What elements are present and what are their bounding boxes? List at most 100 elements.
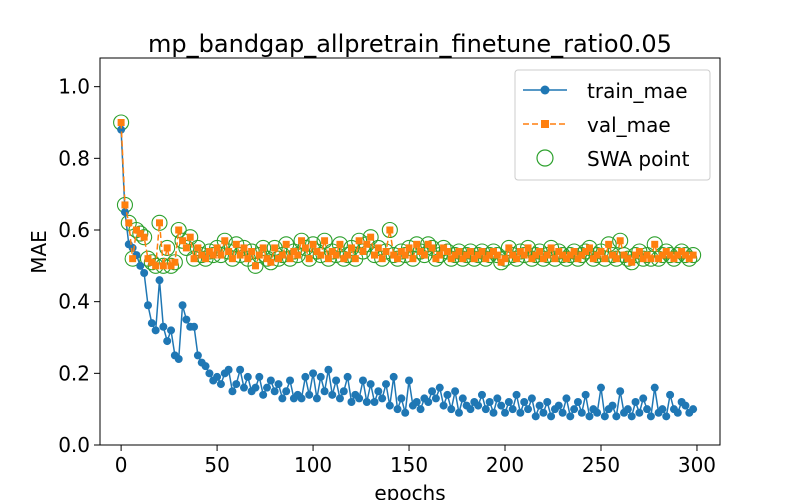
x-tick-label: 300 — [678, 453, 716, 477]
train-point — [566, 412, 575, 421]
swa-point — [193, 247, 210, 264]
train-point — [689, 405, 698, 414]
train-point — [182, 315, 191, 324]
swa-point — [228, 236, 245, 253]
val-point — [451, 251, 459, 259]
train-point — [155, 276, 164, 285]
val-point — [213, 244, 221, 252]
train-point — [454, 408, 463, 417]
val-point — [559, 251, 567, 259]
train-point — [466, 405, 475, 414]
val-point — [163, 244, 171, 252]
train-point — [639, 394, 648, 403]
val-point — [489, 248, 497, 255]
val-point — [175, 226, 183, 234]
train-point — [151, 326, 160, 335]
train-point — [239, 383, 248, 392]
train-point — [232, 380, 241, 389]
val-point — [359, 248, 367, 255]
swa-point — [166, 254, 183, 271]
val-point — [536, 248, 544, 255]
val-point — [589, 255, 597, 263]
train-point — [527, 394, 536, 403]
swa-point — [247, 257, 264, 274]
val-point — [301, 244, 309, 252]
val-point — [497, 258, 505, 266]
val-point — [275, 255, 283, 263]
chart-title: mp_bandgap_allpretrain_finetune_ratio0.0… — [148, 30, 672, 58]
val-point — [282, 240, 290, 248]
val-point — [582, 248, 590, 255]
val-point — [232, 240, 240, 248]
train-point — [213, 372, 222, 381]
train-series — [117, 125, 698, 421]
swa-point — [470, 247, 487, 264]
train-point — [328, 390, 337, 399]
val-point — [486, 251, 494, 259]
train-point — [332, 376, 341, 385]
val-point — [355, 237, 363, 245]
train-point — [255, 372, 264, 381]
train-point — [501, 408, 510, 417]
val-point — [493, 251, 501, 259]
train-point — [136, 261, 145, 270]
val-point — [121, 201, 129, 209]
val-point — [420, 251, 428, 259]
train-point — [562, 394, 571, 403]
swa-point — [186, 250, 203, 267]
train-point — [251, 383, 260, 392]
swa-point — [527, 247, 544, 264]
val-point — [436, 251, 444, 259]
x-tick-label: 250 — [582, 453, 620, 477]
train-point — [608, 401, 617, 410]
val-point — [417, 248, 425, 255]
val-point — [267, 258, 275, 266]
swa-point — [600, 236, 617, 253]
val-point — [370, 251, 378, 259]
val-point — [209, 251, 217, 259]
val-point — [639, 255, 647, 263]
train-point — [516, 408, 525, 417]
train-point — [431, 394, 440, 403]
train-point — [140, 269, 149, 277]
val-point — [244, 255, 252, 263]
val-point — [478, 248, 486, 255]
legend-swa-marker — [536, 149, 554, 167]
train-point — [397, 394, 406, 403]
swa-point — [420, 236, 437, 253]
train-point — [447, 405, 456, 414]
train-point — [524, 405, 533, 414]
val-point — [428, 244, 436, 252]
val-point — [202, 255, 210, 263]
val-point — [628, 258, 636, 266]
val-point — [459, 255, 467, 263]
train-point — [474, 401, 483, 410]
train-point — [339, 387, 348, 396]
val-point — [432, 255, 440, 263]
val-point — [516, 248, 524, 255]
val-point — [605, 240, 613, 248]
train-point — [378, 394, 387, 403]
train-point — [477, 390, 486, 399]
val-point — [528, 255, 536, 263]
val-point — [225, 248, 233, 255]
train-point — [282, 387, 291, 396]
val-point — [140, 233, 148, 241]
train-point — [362, 398, 371, 406]
train-point — [646, 412, 655, 421]
legend-entry-swa: SWA point — [536, 147, 690, 171]
train-point — [117, 125, 126, 134]
val-point — [332, 251, 340, 259]
train-point — [662, 412, 671, 421]
val-point — [562, 255, 570, 263]
val-point — [539, 255, 547, 263]
train-point — [535, 401, 544, 410]
train-point — [673, 408, 682, 417]
train-point — [596, 383, 605, 392]
val-point — [513, 255, 521, 263]
val-point — [505, 244, 513, 252]
swa-point — [370, 239, 387, 256]
legend-box — [514, 69, 711, 181]
train-point — [278, 394, 287, 403]
train-point — [612, 412, 621, 421]
